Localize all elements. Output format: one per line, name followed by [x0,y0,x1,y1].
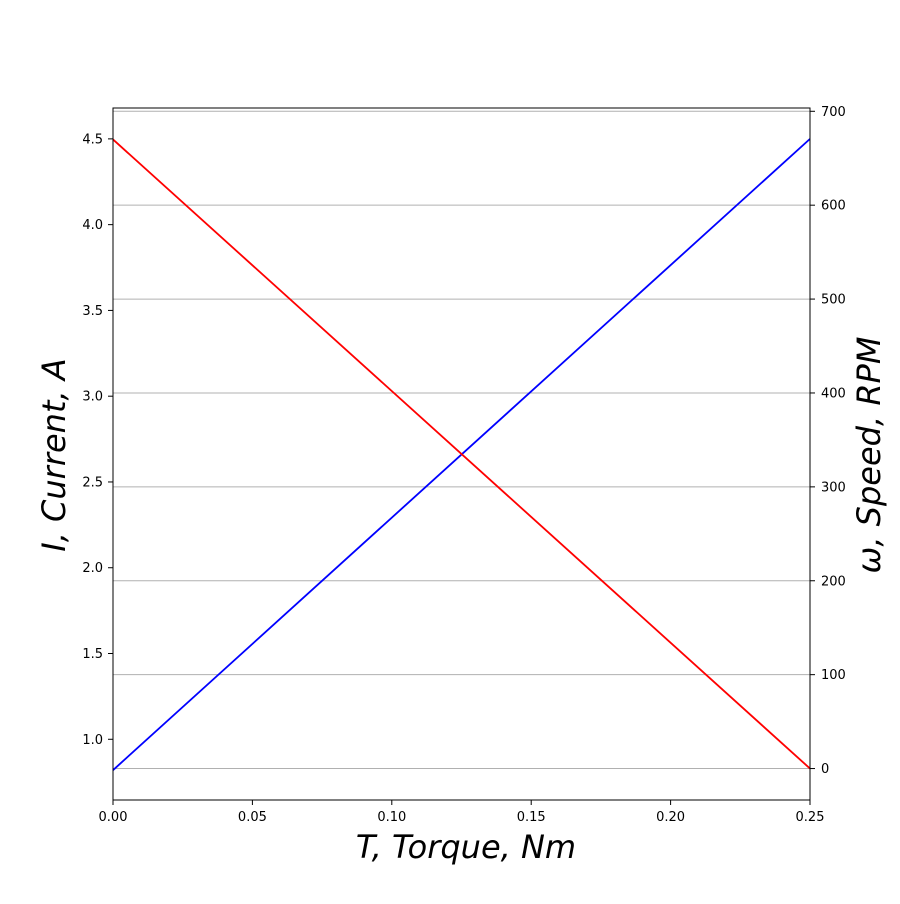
series-line-right-axis [112,138,811,770]
right-tick-label: 500 [821,293,846,308]
series-layer [112,138,811,771]
x-tick-label: 0.05 [238,810,267,825]
right-tick-label: 400 [821,386,846,401]
left-tick-label: 4.0 [82,218,103,233]
grid-lines [113,110,810,770]
right-tick-label: 600 [821,199,846,214]
right-axis-title: ω, Speed, RPM [850,337,888,574]
right-tick-label: 300 [821,480,846,495]
right-axis-ticks: 0 100 200 300 400 500 600 700 [810,105,846,777]
x-axis-title: T, Torque, Nm [356,828,576,866]
left-axis-ticks: 1.0 1.5 2.0 2.5 3.0 3.5 4.0 4.5 [82,132,113,748]
left-axis-title: I, Current, A [35,358,73,551]
x-axis-ticks: 0.00 0.05 0.10 0.15 0.20 0.25 [99,800,825,825]
right-tick-label: 200 [821,574,846,589]
x-tick-label: 0.15 [517,810,546,825]
left-tick-label: 4.5 [82,132,103,147]
x-tick-label: 0.00 [99,810,128,825]
x-tick-label: 0.20 [656,810,685,825]
right-tick-label: 700 [821,105,846,120]
x-tick-label: 0.10 [377,810,406,825]
x-tick-label: 0.25 [796,810,825,825]
right-tick-label: 100 [821,668,846,683]
left-tick-label: 3.5 [82,304,103,319]
right-tick-label: 0 [821,762,829,777]
left-tick-label: 2.5 [82,475,103,490]
left-tick-label: 1.5 [82,647,103,662]
left-tick-label: 3.0 [82,390,103,405]
left-tick-label: 2.0 [82,561,103,576]
left-tick-label: 1.0 [82,733,103,748]
plot-frame [112,107,811,801]
